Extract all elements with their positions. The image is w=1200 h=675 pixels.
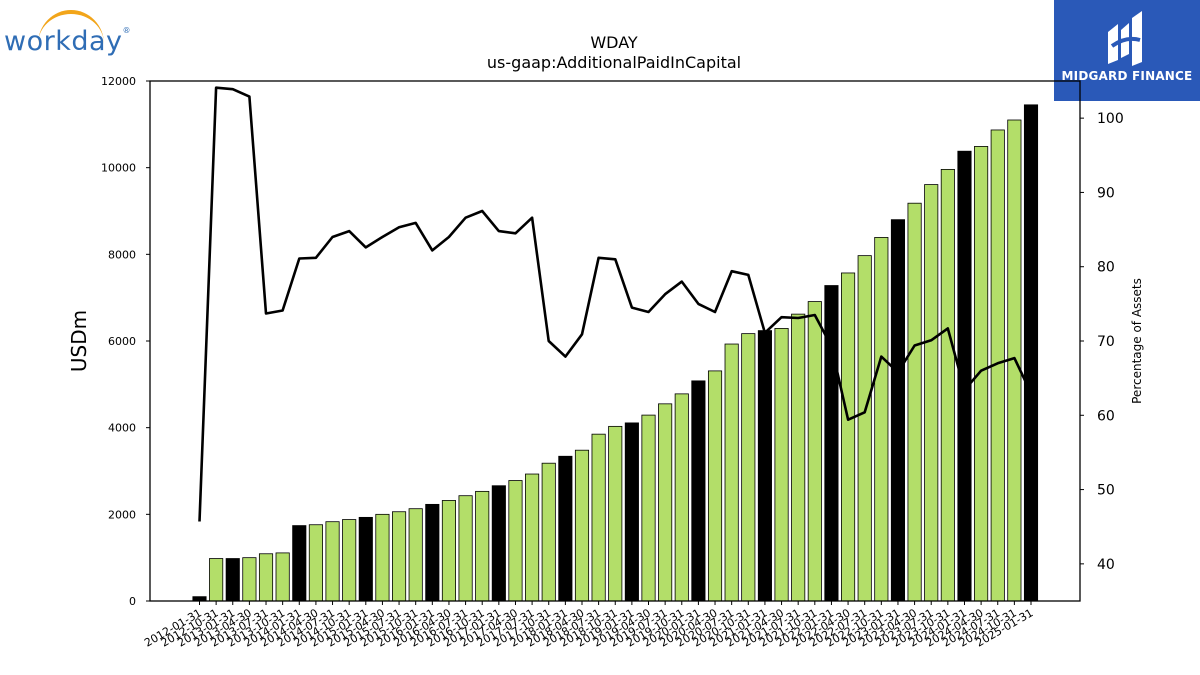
bar	[475, 490, 490, 602]
y-tick-label: 4000	[108, 422, 136, 435]
y2-tick-label: 80	[1097, 260, 1115, 276]
bar	[408, 508, 423, 602]
bar	[392, 511, 407, 602]
bar	[608, 425, 623, 602]
bar	[292, 525, 307, 602]
bar	[225, 558, 240, 602]
bar	[824, 285, 839, 602]
y2-tick-label: 100	[1097, 111, 1124, 127]
y2-tick-label: 40	[1097, 557, 1115, 573]
y2-tick-label: 70	[1097, 334, 1115, 350]
midgard-logo-text: MIDGARD FINANCE	[1061, 69, 1193, 83]
bar	[724, 343, 739, 602]
bar	[658, 403, 673, 602]
y-tick-label: 10000	[101, 162, 136, 175]
bar	[425, 503, 440, 602]
bar	[358, 516, 373, 602]
bar	[974, 146, 989, 602]
chart-subtitle: us-gaap:AdditionalPaidInCapital	[487, 53, 741, 72]
bar	[574, 449, 590, 602]
bar	[924, 184, 939, 602]
chart-title: WDAY	[590, 33, 638, 52]
workday-logo-text: workday	[4, 26, 123, 57]
y-tick-label: 6000	[108, 335, 136, 348]
bar	[1023, 104, 1039, 602]
bar	[940, 168, 955, 602]
bar	[258, 553, 274, 602]
bar	[441, 500, 457, 602]
bar	[242, 557, 257, 602]
bar	[541, 462, 556, 602]
bar	[874, 237, 889, 602]
bar	[558, 455, 573, 602]
bar	[774, 328, 789, 602]
bar	[192, 596, 207, 602]
bar	[807, 301, 822, 602]
bar	[791, 313, 806, 602]
y-axis-label: USDm	[67, 310, 91, 372]
y2-tick-label: 50	[1097, 483, 1115, 499]
bar	[591, 433, 606, 602]
y-tick-label: 2000	[108, 508, 136, 521]
bar	[508, 480, 523, 602]
bar	[525, 473, 540, 602]
midgard-finance-logo: MIDGARD FINANCE	[1054, 0, 1200, 101]
bar	[890, 219, 906, 602]
bar	[275, 552, 290, 602]
registered-mark: ®	[122, 26, 132, 35]
y-tick-label: 0	[129, 595, 136, 608]
bar	[458, 495, 473, 602]
bar	[707, 370, 723, 602]
bar	[491, 485, 506, 602]
bar	[308, 524, 323, 602]
bar	[857, 255, 872, 602]
y2-axis-label: Percentage of Assets	[1130, 278, 1144, 404]
logo-arc-icon	[38, 10, 104, 44]
bar	[691, 380, 706, 602]
bar	[342, 519, 357, 602]
bar	[641, 414, 656, 602]
midgard-mark-icon	[1108, 11, 1142, 66]
y2-tick-label: 60	[1097, 408, 1115, 424]
bar	[325, 521, 340, 602]
y-tick-label: 12000	[101, 75, 136, 88]
bar	[757, 330, 772, 602]
percentage-line	[198, 86, 1033, 522]
bar	[375, 513, 390, 602]
bar	[624, 422, 639, 602]
bar	[741, 333, 756, 602]
y-tick-label: 8000	[108, 248, 136, 261]
bar	[841, 272, 856, 602]
bar	[674, 393, 689, 602]
bar	[907, 202, 922, 602]
y2-tick-label: 90	[1097, 185, 1115, 201]
bar	[209, 558, 224, 602]
workday-logo: workday®	[4, 4, 144, 64]
